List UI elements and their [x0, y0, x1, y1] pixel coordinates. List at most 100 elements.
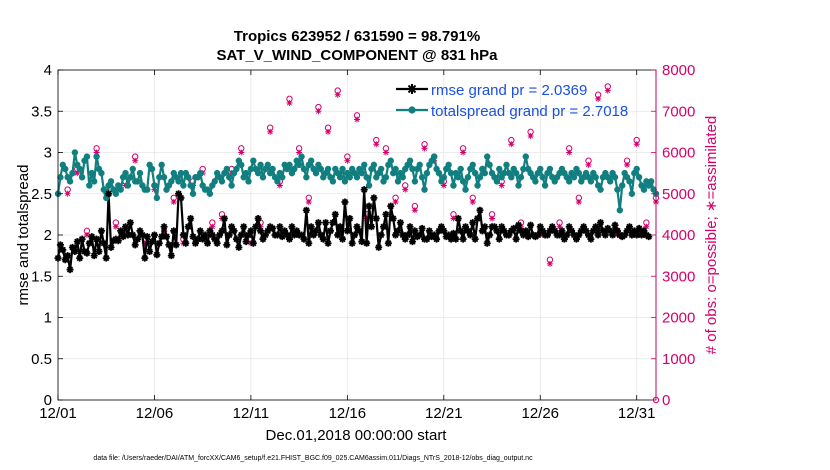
x-tick-label: 12/11: [233, 405, 269, 422]
totalspread-point: [406, 157, 414, 164]
rmse-point: [580, 223, 588, 231]
totalspread-point: [382, 174, 390, 181]
totalspread-point: [517, 174, 525, 181]
rmse-point: [136, 227, 144, 235]
totalspread-point: [78, 174, 86, 181]
totalspread-point: [134, 178, 141, 185]
rmse-point: [452, 235, 460, 243]
rmse-point: [411, 227, 419, 235]
rmse-point: [230, 227, 238, 235]
rmse-point: [310, 231, 318, 239]
rmse-point: [505, 231, 513, 239]
rmse-point: [543, 231, 551, 239]
totalspread-point: [484, 153, 491, 160]
rmse-point: [375, 243, 383, 251]
rmse-point: [211, 235, 219, 243]
totalspread-point: [66, 178, 74, 185]
rmse-point: [300, 235, 308, 243]
y-right-tick-label: 8000: [662, 62, 695, 79]
rmse-point: [399, 231, 407, 239]
rmse-point: [182, 239, 190, 247]
totalspread-point: [223, 165, 230, 173]
totalspread-point: [597, 186, 604, 193]
rmse-point: [572, 235, 580, 243]
totalspread-point: [508, 174, 515, 181]
assimilated-obs-point: [498, 182, 505, 189]
rmse-point: [281, 227, 289, 235]
rmse-point: [476, 206, 484, 214]
totalspread-point: [329, 178, 337, 185]
assimilated-obs-point: [305, 199, 312, 205]
rmse-point: [196, 227, 204, 235]
rmse-point: [454, 215, 462, 222]
rmse-point: [240, 223, 248, 231]
assimilated-obs-point: [276, 182, 283, 189]
totalspread-point: [476, 174, 484, 181]
totalspread-point: [175, 178, 182, 185]
rmse-point: [64, 252, 72, 260]
rmse-point: [334, 231, 342, 239]
rmse-point: [408, 238, 416, 246]
assimilated-obs-point: [334, 91, 341, 98]
rmse-point: [225, 231, 233, 239]
y-left-tick-label: 1: [44, 310, 52, 327]
totalspread-point: [445, 161, 452, 169]
totalspread-point: [450, 182, 457, 189]
rmse-point: [625, 223, 633, 231]
rmse-point: [175, 190, 183, 198]
totalspread-point: [151, 182, 158, 189]
rmse-point: [148, 238, 156, 246]
rmse-point: [568, 227, 576, 235]
totalspread-point: [254, 169, 262, 177]
totalspread-point: [168, 178, 175, 185]
rmse-point: [290, 231, 298, 239]
rmse-point: [216, 231, 224, 239]
rmse-point: [83, 249, 91, 257]
rmse-point: [392, 231, 400, 239]
assimilated-obs-point: [315, 108, 322, 115]
rmse-point: [158, 233, 166, 241]
rmse-point: [527, 221, 535, 229]
totalspread-point: [377, 165, 385, 173]
rmse-point: [189, 233, 197, 241]
rmse-point: [220, 215, 228, 222]
x-axis-label: Dec.01,2018 00:00:00 start: [266, 427, 448, 444]
rmse-point: [384, 239, 392, 247]
rmse-point: [208, 231, 216, 239]
assimilated-obs-point: [546, 260, 553, 267]
rmse-point: [372, 215, 380, 222]
rmse-point: [630, 227, 638, 235]
totalspread-point: [228, 182, 235, 189]
rmse-point: [457, 227, 465, 235]
rmse-point: [66, 266, 74, 274]
rmse-point: [611, 221, 619, 229]
totalspread-point: [430, 153, 438, 160]
totalspread-point: [250, 157, 257, 164]
x-tick-label: 12/16: [329, 405, 367, 422]
rmse-point: [638, 231, 646, 239]
rmse-point: [278, 233, 286, 241]
assimilated-obs-point: [402, 186, 409, 193]
totalspread-point: [455, 174, 462, 181]
totalspread-point: [218, 178, 226, 185]
legend-rmse-marker: [407, 84, 417, 94]
totalspread-point: [317, 165, 325, 173]
y-right-tick-label: 5000: [662, 186, 695, 203]
rmse-point: [589, 227, 597, 235]
assimilated-obs-point: [170, 199, 177, 205]
legend-rmse-label: rmse grand pr = 2.0369: [431, 82, 587, 99]
rmse-point: [490, 223, 498, 231]
totalspread-point: [298, 153, 305, 160]
rmse-point: [346, 215, 354, 222]
rmse-point: [517, 227, 525, 235]
assimilated-obs-point: [440, 182, 447, 189]
totalspread-point: [365, 182, 373, 189]
totalspread-point: [238, 161, 245, 169]
totalspread-point: [247, 165, 255, 173]
totalspread-point: [459, 178, 467, 185]
rmse-point: [577, 227, 585, 235]
rmse-point: [459, 235, 467, 243]
totalspread-point: [635, 174, 643, 181]
rmse-point: [273, 231, 281, 239]
